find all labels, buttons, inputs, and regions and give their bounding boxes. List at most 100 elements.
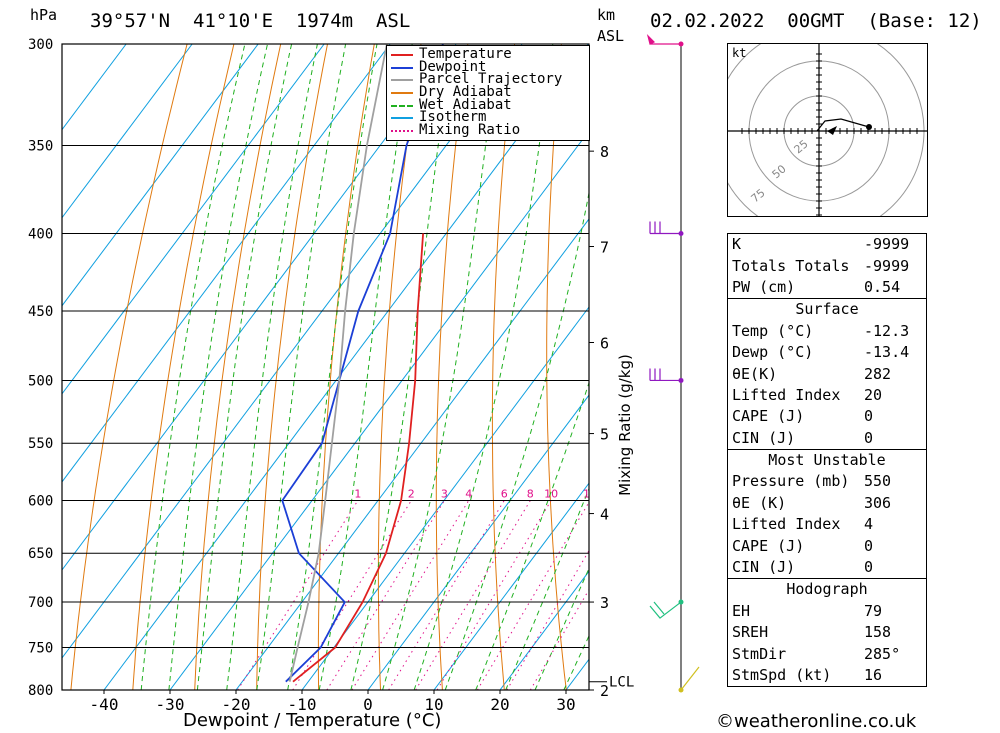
stats-row: Lifted Index 4 bbox=[728, 514, 927, 535]
pressure-tick-label: 700 bbox=[28, 595, 53, 611]
isotherm-line bbox=[169, 130, 589, 690]
dry-adiabat-line bbox=[256, 44, 328, 690]
stats-label: Most Unstable bbox=[727, 448, 927, 472]
isotherm-line bbox=[499, 570, 589, 690]
mixing-ratio-label: 4 bbox=[465, 488, 472, 501]
stats-label: Totals Totals bbox=[732, 256, 850, 275]
dewpoint-line bbox=[281, 44, 444, 683]
stats-value: 282 bbox=[864, 364, 892, 383]
legend-label: Mixing Ratio bbox=[419, 122, 521, 139]
stats-row: Surface bbox=[727, 298, 927, 321]
stats-row: EH 79 bbox=[728, 601, 927, 622]
pressure-tick-label: 600 bbox=[28, 494, 53, 510]
wind-barb bbox=[649, 368, 681, 382]
mixing-ratio-label: 3 bbox=[441, 488, 448, 501]
stats-value: 306 bbox=[864, 493, 892, 512]
stats-label: Surface bbox=[727, 298, 927, 321]
hodograph-ring-label: 75 bbox=[749, 186, 768, 205]
mixing-ratio-line bbox=[436, 500, 552, 690]
mixing-ratio-line bbox=[326, 500, 445, 690]
x-axis-title: Dewpoint / Temperature (°C) bbox=[183, 710, 442, 731]
stats-label: StmDir bbox=[732, 644, 787, 663]
lcl-label: LCL bbox=[609, 675, 634, 691]
wet-adiabat-line bbox=[196, 44, 293, 690]
wind-barb-feathers bbox=[649, 601, 682, 619]
stats-row: Hodograph bbox=[727, 578, 927, 601]
stats-label: CAPE (J) bbox=[732, 407, 805, 426]
stats-row: StmSpd (kt) 16 bbox=[728, 665, 927, 687]
stats-value: -13.4 bbox=[864, 343, 910, 362]
temp-tick-label: 20 bbox=[490, 695, 509, 714]
km-tick-label: 4 bbox=[600, 506, 609, 524]
stats-row: θE (K) 306 bbox=[728, 493, 927, 514]
legend-swatch bbox=[391, 92, 413, 95]
stats-label: Hodograph bbox=[727, 578, 927, 601]
stats-row: Temp (°C) -12.3 bbox=[728, 321, 927, 342]
stats-value: 0 bbox=[864, 428, 874, 447]
stats-label: EH bbox=[732, 601, 751, 620]
wet-adiabat-line bbox=[350, 44, 453, 690]
km-tick-label: 5 bbox=[600, 426, 609, 444]
legend-entry: Temperature bbox=[387, 46, 589, 62]
stats-label: K bbox=[732, 235, 742, 254]
stats-row: CAPE (J) 0 bbox=[728, 535, 927, 556]
legend-swatch bbox=[391, 117, 413, 120]
hodograph-ring-label: 25 bbox=[792, 137, 811, 156]
stats-row: Dewp (°C) -13.4 bbox=[728, 342, 927, 363]
mixing-ratio-label: 25 bbox=[634, 488, 648, 501]
legend-entry: Dry Adiabat bbox=[387, 85, 589, 99]
stats-label: Lifted Index bbox=[732, 515, 841, 534]
isotherm-line bbox=[103, 44, 589, 690]
legend-entry: Wet Adiabat bbox=[387, 98, 589, 112]
temp-tick-label: 10 bbox=[424, 695, 443, 714]
stats-table: K -9999 Totals Totals -9999 PW (cm) 0.54 Surfa… bbox=[727, 233, 927, 688]
stats-row: PW (cm) 0.54 bbox=[728, 277, 927, 299]
datetime-title: 02.02.2022 00GMT (Base: 12) bbox=[650, 10, 982, 32]
wind-barb-feathers bbox=[649, 221, 681, 235]
temp-tick-label: 30 bbox=[556, 695, 575, 714]
stats-label: θE(K) bbox=[732, 364, 778, 383]
pressure-tick-label: 650 bbox=[28, 546, 53, 562]
stats-value: -9999 bbox=[864, 235, 910, 254]
wind-barb-flag bbox=[646, 34, 681, 45]
mixing-ratio-line bbox=[529, 588, 589, 690]
stats-value: 0.54 bbox=[864, 277, 901, 296]
km-tick-label: 2 bbox=[600, 682, 609, 700]
legend-entry: Mixing Ratio bbox=[387, 122, 589, 139]
wet-adiabat-line bbox=[287, 44, 378, 690]
km-label: km bbox=[597, 6, 616, 24]
stats-value: 158 bbox=[864, 623, 892, 642]
mixing-ratio-label: 2 bbox=[408, 488, 415, 501]
wet-adiabat-line bbox=[256, 44, 347, 690]
mixing-ratio-label: 1 bbox=[354, 488, 361, 501]
copyright: ©weatheronline.co.uk bbox=[716, 711, 917, 732]
location-title: 39°57'N 41°10'E 1974m ASL bbox=[90, 10, 411, 32]
km-tick-label: 6 bbox=[600, 334, 609, 352]
legend-swatch bbox=[391, 54, 413, 56]
stats-row: Totals Totals -9999 bbox=[728, 255, 927, 276]
isotherm-line bbox=[62, 44, 259, 307]
stats-label: Pressure (mb) bbox=[732, 472, 850, 491]
stats-row: K -9999 bbox=[728, 234, 927, 256]
pressure-tick-label: 450 bbox=[28, 304, 53, 320]
wind-barb bbox=[649, 601, 682, 619]
legend-entry: Parcel Trajectory bbox=[387, 72, 589, 86]
stats-value: 285° bbox=[864, 644, 901, 663]
mixing-ratio-line bbox=[476, 501, 589, 690]
stats-label: StmSpd (kt) bbox=[732, 666, 832, 684]
mixing-ratio-label: 8 bbox=[527, 488, 534, 501]
pressure-tick-label: 300 bbox=[28, 37, 53, 53]
km-tick-label: 8 bbox=[600, 143, 609, 161]
isotherm-line bbox=[301, 306, 589, 690]
legend-label: Temperature bbox=[419, 46, 512, 62]
wet-adiabat-line bbox=[318, 44, 413, 690]
wind-barb bbox=[649, 221, 681, 235]
wet-adiabat-line bbox=[444, 190, 589, 690]
temp-tick-label: -30 bbox=[156, 695, 185, 714]
wind-barb bbox=[646, 34, 681, 45]
mixing-ratio-line bbox=[415, 500, 531, 690]
legend-swatch bbox=[391, 130, 413, 133]
legend-swatch bbox=[391, 79, 413, 82]
stats-row: SREH 158 bbox=[728, 622, 927, 643]
